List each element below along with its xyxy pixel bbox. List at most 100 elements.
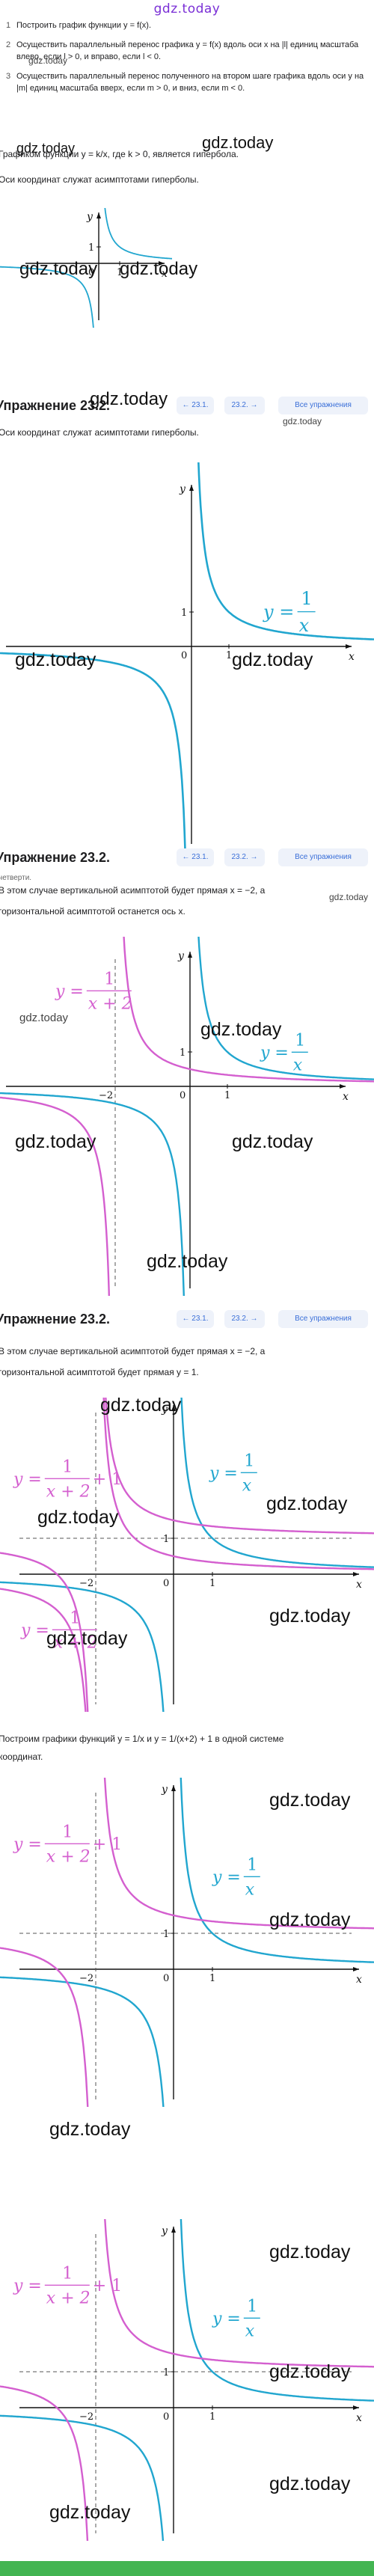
curve-shifted-right: [102, 1398, 374, 1570]
curve-shifted-up-right: [105, 1398, 374, 1535]
formula-denominator: x + 2: [88, 995, 132, 1014]
step-item: 3 Осуществить параллельный перенос получе…: [6, 70, 368, 94]
bottom-bar: [0, 2561, 374, 2576]
step-item: 2 Осуществить параллельный перенос график…: [6, 39, 368, 63]
curve-shifted-up-left: [0, 1947, 89, 2107]
tick-label-y1: 1: [88, 242, 94, 254]
tick-label-0: 0: [180, 1090, 186, 1101]
watermark: gdz.today: [283, 416, 322, 426]
label-1-over-x: y = 1 x: [212, 2298, 260, 2341]
step-number: 3: [6, 72, 11, 81]
watermark: gdz.today: [269, 2242, 351, 2263]
chart-svg: xy0 11−2y =1x + 2+ 1y =1x + 2y =1x: [0, 1398, 374, 1712]
curve-1-over-x-right: [197, 462, 374, 640]
exercise-title: Упражнение 23.2.: [0, 850, 111, 865]
tick-label-1: 1: [209, 1578, 215, 1589]
label-1-over-x-plus-2-plus-1: y = 1 x + 2+ 1: [13, 1458, 122, 1502]
tick-label-0: 0: [181, 650, 187, 661]
formula-denominator: x: [299, 615, 310, 636]
curve-shifted-up-right: [103, 1778, 374, 1930]
prev-exercise-button[interactable]: ← 23.1.: [177, 1310, 214, 1328]
tick-label-1: 1: [224, 1090, 230, 1101]
tick-label-minus-2: −2: [99, 1090, 113, 1101]
label-1-over-x: y = 1 x: [212, 1856, 260, 1900]
curve-1-over-x-left: [0, 266, 94, 328]
curve-1-over-x-right: [197, 937, 374, 1080]
y-axis-label: y: [177, 950, 185, 962]
x-axis-arrow: [346, 644, 352, 649]
formula-denominator: x + 2: [46, 2289, 91, 2308]
formula-lhs: y =: [55, 982, 84, 1001]
curve-shifted-up-left: [0, 1552, 89, 1712]
label-1-over-x: y = 1 x: [209, 1452, 257, 1496]
curve-1-over-x-right: [180, 1778, 374, 1963]
formula-denominator: x + 2: [46, 1483, 91, 1502]
watermark: gdz.today: [49, 2119, 131, 2140]
formula-numerator: 1: [62, 1458, 73, 1477]
next-exercise-button[interactable]: 23.2. →: [224, 848, 265, 866]
tick-label-0: 0: [163, 2411, 169, 2423]
all-exercises-button[interactable]: Все упражнения: [278, 1310, 368, 1328]
formula-numerator: 1: [62, 2265, 73, 2283]
step-text: Построить график функции y = f(x).: [16, 21, 152, 30]
watermark: gdz.today: [269, 2473, 351, 2494]
formula-lhs: y =: [13, 2277, 42, 2295]
step-text: Осуществить параллельный перенос графика…: [16, 40, 359, 61]
tick-label-minus-2: −2: [79, 1973, 94, 1984]
label-1-over-x-plus-2-plus-1: y = 1 x + 2+ 1: [13, 2265, 122, 2308]
label-1-over-x: y = 1 x: [260, 1032, 308, 1075]
y-axis-arrow: [96, 212, 101, 218]
x-axis-label: x: [356, 2412, 362, 2424]
label-1-over-x-plus-2-plus-1: y = 1 x + 2+ 1: [13, 1823, 122, 1867]
next-exercise-button[interactable]: 23.2. →: [224, 397, 265, 414]
all-exercises-button[interactable]: Все упражнения: [278, 848, 368, 866]
build-text: Построим графики функций y = 1/x и y = 1…: [0, 1734, 284, 1744]
watermark: gdz.today: [19, 1012, 69, 1024]
y-axis-label: y: [86, 211, 94, 223]
curve-shifted-up-right: [104, 2219, 374, 2368]
build-text-coords: координат.: [0, 1752, 43, 1762]
steps-list: 1 Построить график функции y = f(x). 2 Осу…: [6, 19, 368, 102]
x-axis-label: x: [162, 268, 168, 280]
formula-lhs: y =: [20, 1621, 49, 1640]
all-exercises-button[interactable]: Все упражнения: [278, 397, 368, 414]
label-1-over-x-plus-2: y = 1 x + 2: [55, 970, 132, 1014]
chart-hyperbola-small: x y 0 1 1: [0, 208, 172, 328]
formula-numerator: 1: [247, 2298, 257, 2316]
watermark: gdz.today: [269, 1790, 351, 1811]
watermark: gdz.today: [202, 133, 274, 152]
curve-1-over-x-right: [180, 2219, 374, 2402]
formula-tail: + 1: [93, 2277, 122, 2295]
formula-numerator: 1: [295, 1032, 305, 1050]
tick-label-1: 1: [117, 267, 123, 278]
y-axis-arrow: [189, 485, 194, 491]
chart-two-hyperbolas: x y 0 1 1 −2 y = 1 x + 2 + 1 y = 1 x: [0, 1778, 374, 2107]
step-number: 1: [6, 21, 11, 30]
watermark: gdz.today: [15, 649, 96, 670]
curve-1-over-x-left: [0, 1581, 165, 1712]
tick-label-y1: 1: [163, 2367, 169, 2378]
tick-label-1: 1: [209, 1973, 215, 1984]
y-axis-label: y: [179, 483, 186, 495]
x-axis-arrow: [340, 1084, 346, 1089]
formula-numerator: 1: [70, 1609, 80, 1628]
tick-label-0: 0: [163, 1973, 169, 1984]
y-axis-label: y: [161, 2225, 168, 2237]
formula-denominator: x: [245, 2322, 255, 2341]
watermark: gdz.today: [15, 1131, 96, 1152]
chart-svg: x y 0 1 1 −2 y = 1 x + 2+ 1 y = 1 x: [0, 2219, 374, 2541]
formula-denominator: x: [242, 1477, 252, 1496]
prev-exercise-button[interactable]: ← 23.1.: [177, 848, 214, 866]
prev-exercise-button[interactable]: ← 23.1.: [177, 397, 214, 414]
formula-lhs: y =: [13, 1835, 42, 1854]
curve-1-over-x-left: [0, 1976, 165, 2107]
formula-lhs: y =: [212, 1868, 241, 1887]
watermark: gdz.today: [266, 1493, 348, 1514]
next-exercise-button[interactable]: 23.2. →: [224, 1310, 265, 1328]
site-logo[interactable]: gdz.today: [153, 1, 221, 16]
watermark: gdz.today: [19, 259, 98, 279]
x-axis-arrow: [353, 2405, 359, 2410]
tick-label-y1: 1: [163, 1929, 169, 1940]
formula-lhs: y =: [263, 602, 294, 622]
